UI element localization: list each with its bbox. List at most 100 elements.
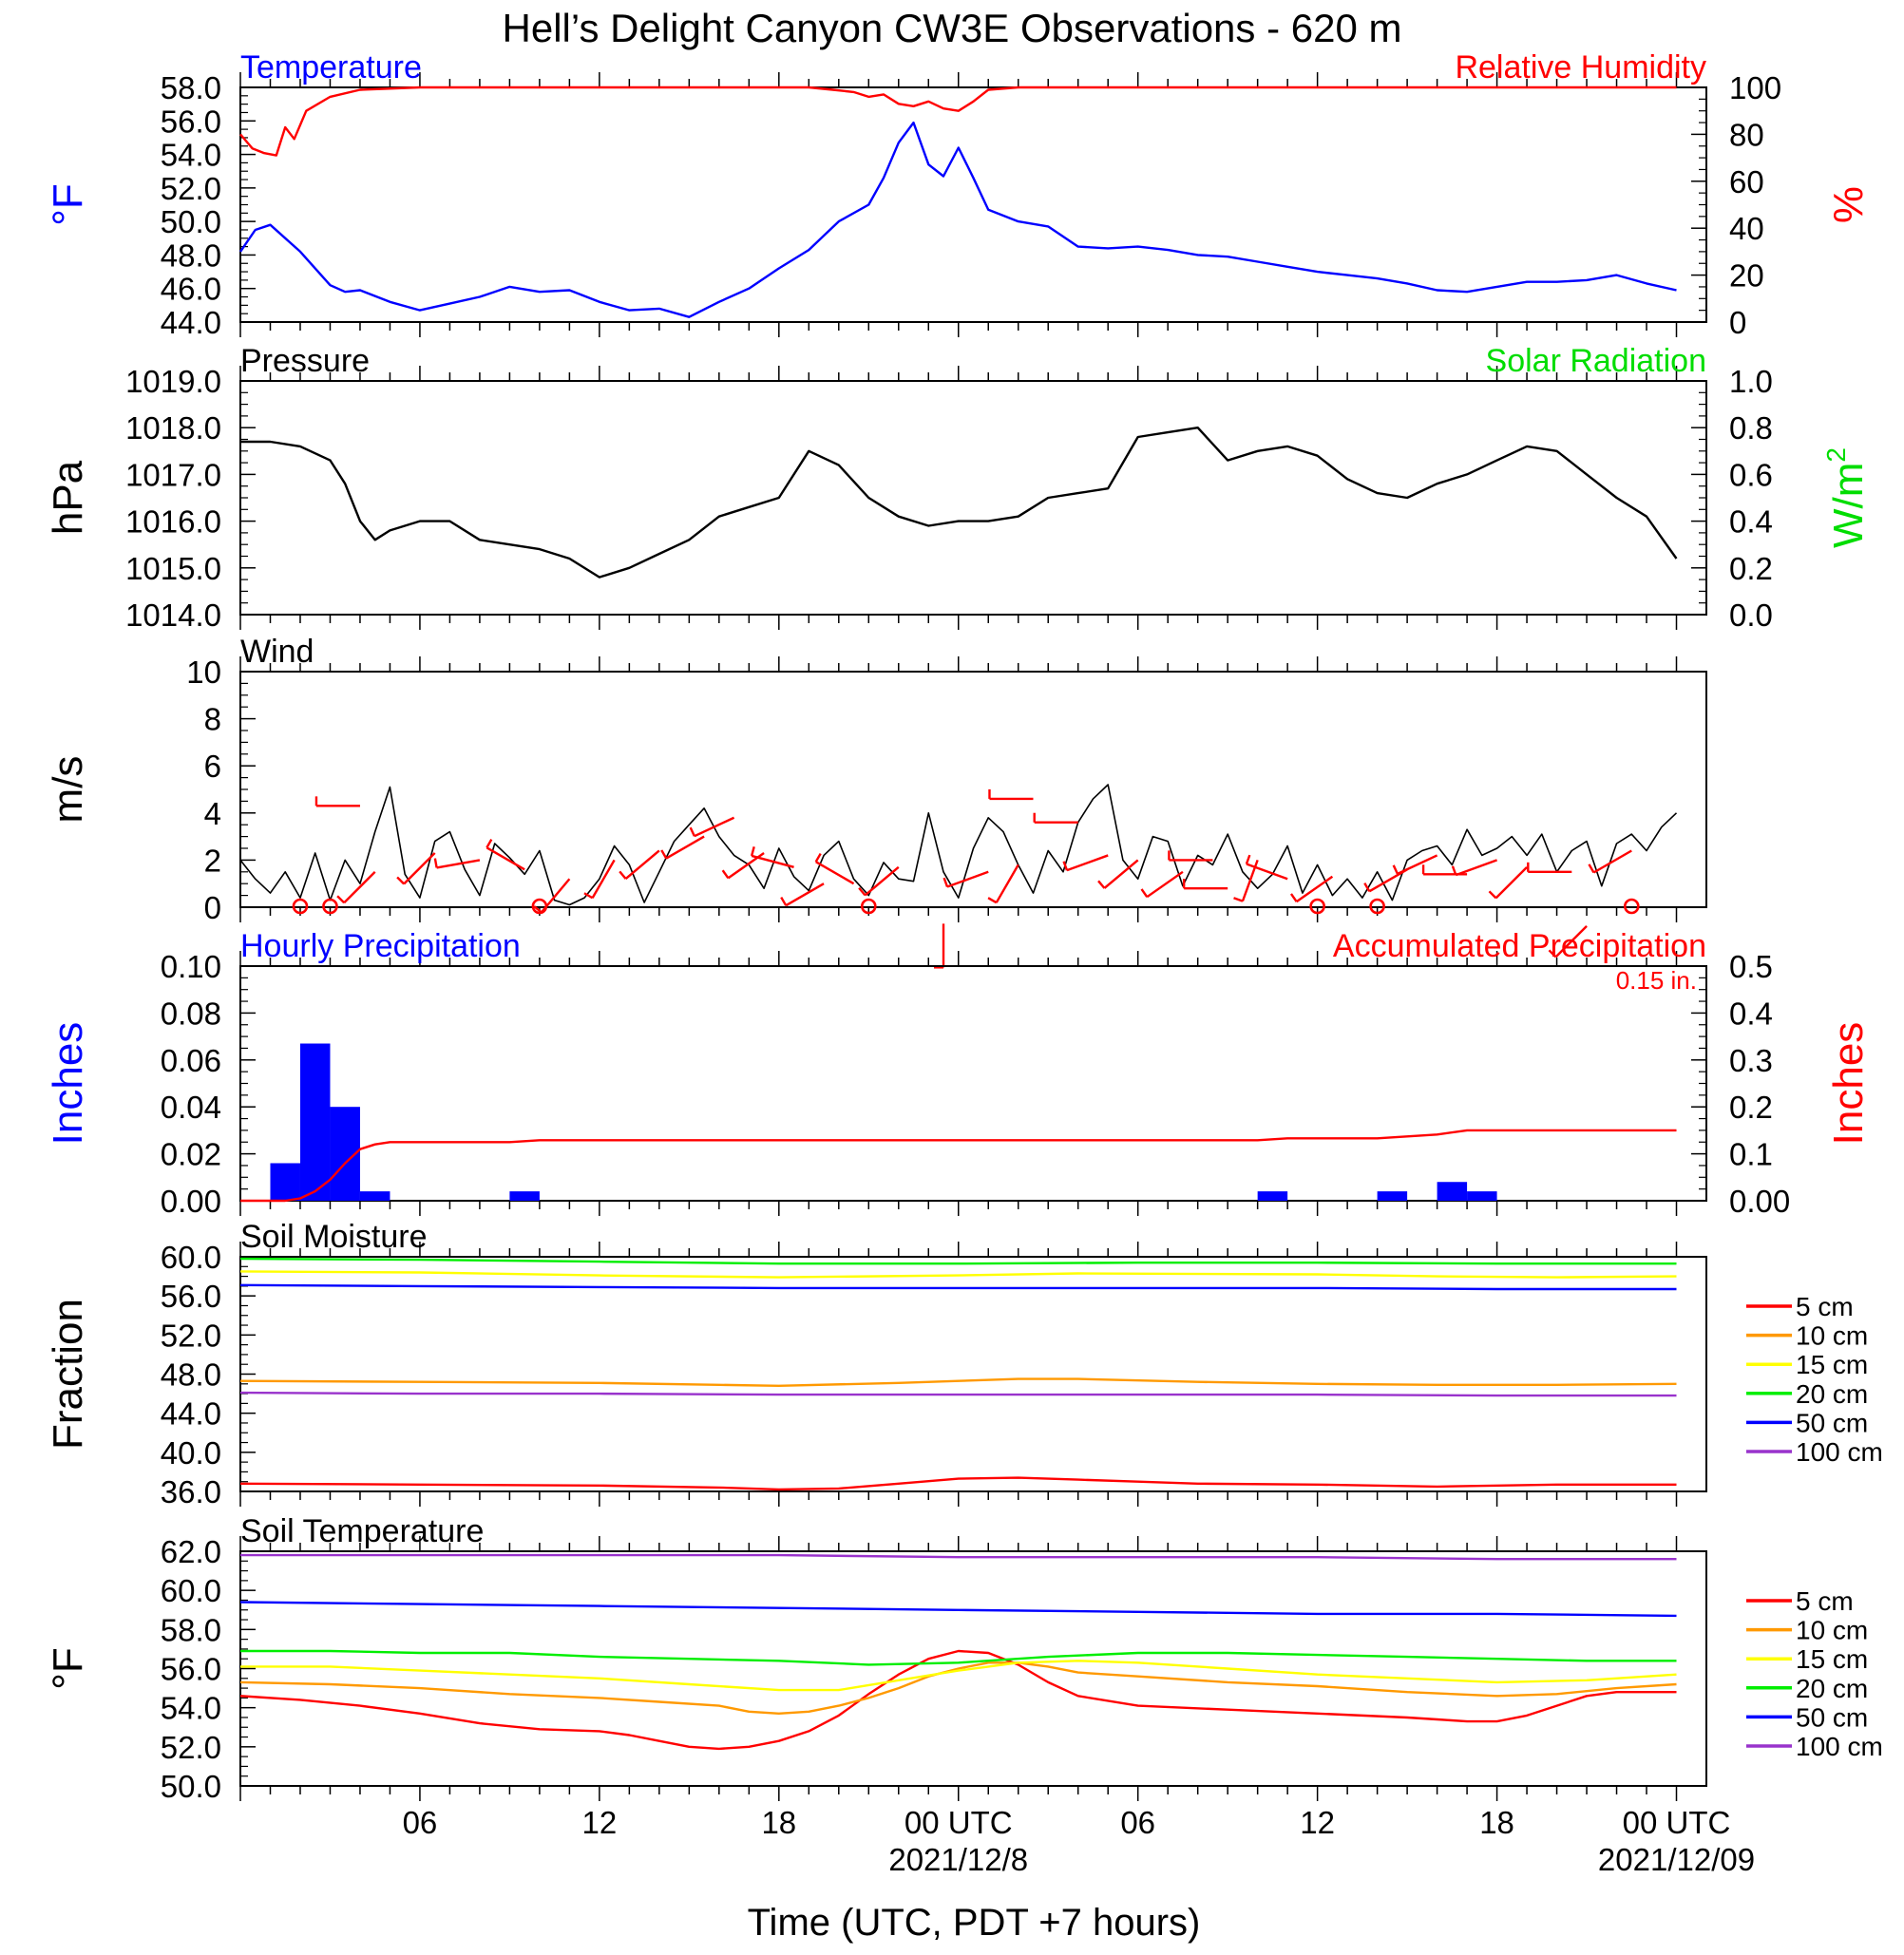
calm-marker (860, 898, 877, 915)
y-left-tick-label: 1017.0 (125, 457, 221, 492)
wind-barb-flag (987, 897, 998, 904)
panel-precip: Hourly Precipitation Accumulated Precipit… (45, 928, 1872, 1219)
wind-barb (815, 861, 855, 885)
wind-barb (1146, 870, 1184, 899)
y-right-tick-label: 0.00 (1729, 1184, 1790, 1219)
y-left-tick-label: 56.0 (161, 1279, 221, 1314)
wind-barb (694, 816, 735, 838)
wind-barb-flag (336, 895, 346, 904)
wind-barb-flag (1548, 949, 1557, 959)
y-right-tick-label: 0.1 (1729, 1137, 1773, 1172)
calm-marker (1309, 898, 1325, 915)
panel-title-left: Pressure (240, 343, 370, 379)
series-20-cm (239, 1257, 1677, 1265)
wind-barb (785, 883, 825, 907)
y-left-tick-label: 60.0 (161, 1240, 221, 1275)
wind-barb (1066, 854, 1109, 872)
y-left-tick-label: 58.0 (161, 1612, 221, 1647)
panels: Temperature Relative Humidity58.056.054.0… (45, 49, 1883, 1804)
y-left-tick-label: 1018.0 (125, 410, 221, 446)
wind-barb (1103, 859, 1139, 889)
precip-bar (1257, 1191, 1288, 1201)
y-left-tick-label: 50.0 (161, 204, 221, 239)
panel-temp-rh: Temperature Relative Humidity 58.056.054.0… (45, 49, 1872, 340)
y-left-tick-label: 10 (186, 655, 221, 690)
wind-barb-flag (486, 839, 493, 848)
y-axis-label-left: hPa (45, 460, 91, 535)
precip-bar (359, 1191, 390, 1201)
series-pressure (240, 427, 1678, 579)
y-left-tick-label: 48.0 (161, 237, 221, 273)
legend-label: 20 cm (1796, 1674, 1868, 1703)
y-left-tick-label: 1016.0 (125, 504, 221, 540)
y-axis-label-right-superscript: 2 (1821, 447, 1851, 463)
y-left-tick-label: 52.0 (161, 171, 221, 206)
y-left-tick-label: 44.0 (161, 1396, 221, 1432)
wind-barb-flag (858, 886, 866, 897)
series-temperature (239, 121, 1677, 318)
y-axis-label-right: % (1825, 186, 1872, 223)
y-left-tick-label: 60.0 (161, 1573, 221, 1608)
series-5-cm (239, 1476, 1677, 1491)
wind-barb-flag (814, 852, 822, 863)
y-left-tick-label: 44.0 (161, 305, 221, 340)
y-right-tick-label: 1.0 (1729, 364, 1773, 399)
y-left-tick-label: 54.0 (161, 138, 221, 173)
series-5-cm (239, 1649, 1677, 1751)
y-left-tick-label: 52.0 (161, 1318, 221, 1353)
x-date-label: 2021/12/09 (1598, 1842, 1755, 1877)
y-left-tick-label: 6 (204, 749, 221, 784)
wind-barb-flag (1588, 864, 1595, 874)
wind-barb-flag (1289, 893, 1298, 902)
time-axis-label: Time (UTC, PDT +7 hours) (748, 1902, 1201, 1944)
panel-title-left: Soil Moisture (240, 1219, 428, 1255)
panel-soil-temp: Soil Temperature 62.0 60.0 58.0 56.0 54.0 52.0… (45, 1513, 1883, 1804)
legend-label: 5 cm (1796, 1292, 1854, 1321)
y-left-tick-label: 2 (204, 843, 221, 878)
y-left-tick-label: 0.06 (161, 1043, 221, 1078)
series-relative-humidity (239, 85, 1677, 157)
wind-barb-flag (1392, 864, 1399, 875)
y-axis-label-left: °F (45, 183, 91, 225)
x-tick-label: 18 (1479, 1805, 1514, 1840)
wind-barb-flag (1062, 861, 1069, 871)
legend-label: 5 cm (1796, 1586, 1854, 1616)
y-axis-label-left: Inches (45, 1022, 91, 1146)
legend-label: 10 cm (1796, 1616, 1868, 1645)
x-tick-label: 12 (1300, 1805, 1335, 1840)
y-left-tick-label: 46.0 (161, 272, 221, 307)
x-tick-label: 06 (403, 1805, 438, 1840)
wind-barb-flag (1451, 865, 1457, 876)
wind-barb-flag (619, 870, 627, 880)
y-right-tick-label: 0.2 (1729, 1090, 1773, 1125)
series-15-cm (240, 1660, 1677, 1692)
figure-title: Hell’s Delight Canyon CW3E Observations … (503, 6, 1402, 50)
panel-title-right: Solar Radiation (1486, 343, 1706, 379)
y-axis-label-left: Fraction (45, 1299, 91, 1450)
y-right-tick-label: 40 (1729, 211, 1764, 246)
wind-barb (1592, 849, 1632, 874)
precip-total-label: 0.15 in. (1616, 966, 1697, 995)
y-right-tick-label: 0 (1729, 305, 1746, 340)
y-right-tick-label: 20 (1729, 258, 1764, 294)
wind-barb-flag (533, 905, 543, 914)
x-date-label: 2021/12/8 (888, 1842, 1028, 1877)
calm-marker (292, 898, 309, 915)
series-10-cm (239, 1377, 1677, 1387)
y-right-tick-label: 0.8 (1729, 410, 1773, 446)
y-axis-label-left: m/s (45, 756, 91, 824)
y-left-tick-label: 40.0 (161, 1435, 221, 1471)
wind-barb (946, 870, 989, 888)
wind-barb-flag (1488, 890, 1497, 900)
series-100-cm (240, 1553, 1677, 1561)
y-right-tick-label: 0.3 (1729, 1043, 1773, 1078)
panel-wind: Wind 10 8 6 4 2 0 m/s (45, 634, 1707, 969)
y-right-tick-label: 0.0 (1729, 598, 1773, 633)
wind-barb (1455, 859, 1497, 877)
y-left-tick-label: 58.0 (161, 70, 221, 105)
legend-label: 50 cm (1796, 1408, 1868, 1437)
x-tick-label: 12 (582, 1805, 618, 1840)
x-tick-label: 00 UTC (904, 1805, 1013, 1840)
legend-label: 50 cm (1796, 1702, 1868, 1732)
calm-marker (322, 898, 338, 915)
